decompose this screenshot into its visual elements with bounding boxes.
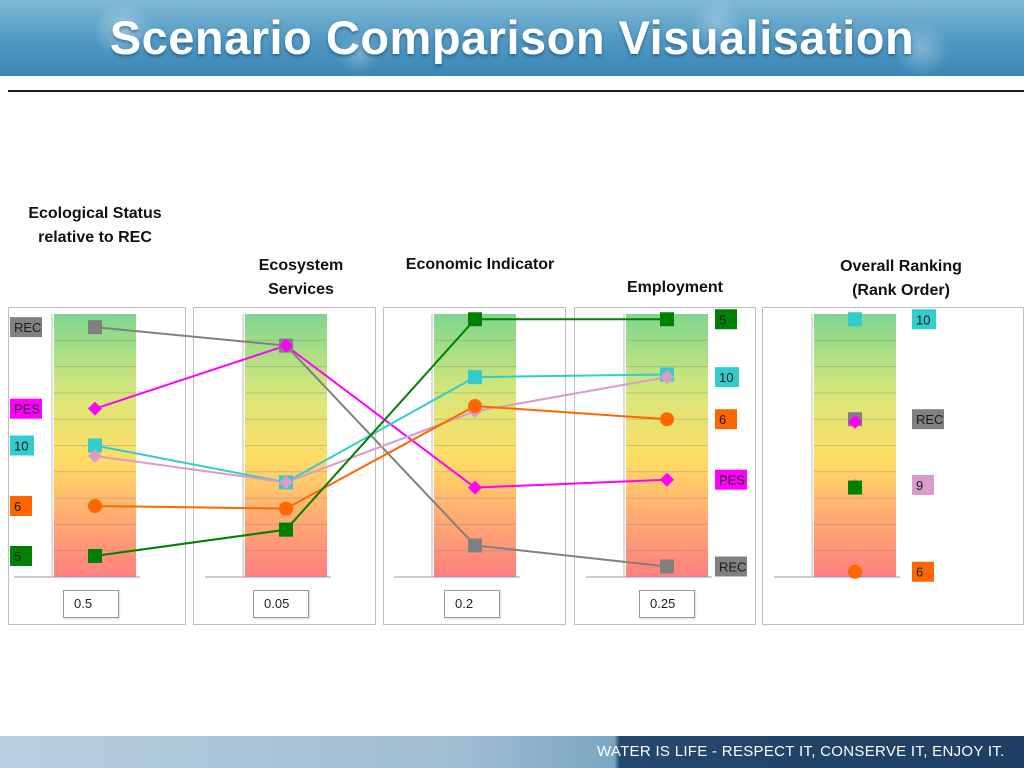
end-label: PES	[719, 473, 745, 488]
title-divider	[8, 90, 1024, 92]
marker-5	[88, 548, 102, 563]
end-label-bg	[715, 367, 739, 388]
left-label: PES	[14, 402, 40, 417]
ranking-label-bg	[912, 409, 944, 430]
marker-6	[468, 399, 482, 414]
end-label-bg	[715, 469, 747, 490]
marker-pes	[88, 401, 102, 416]
marker-10	[848, 312, 862, 327]
left-label: 6	[14, 499, 21, 514]
marker-rec	[88, 320, 102, 335]
marker-6	[88, 498, 102, 513]
marker-pes	[279, 338, 293, 353]
title-banner: Scenario Comparison Visualisation	[0, 0, 1024, 76]
marker-6	[660, 412, 674, 427]
column-heading: Employment	[626, 279, 723, 296]
series-line-pes	[94, 344, 668, 489]
left-label-bg	[10, 495, 32, 516]
end-label: 10	[719, 370, 733, 385]
ranking-label-bg	[912, 309, 936, 330]
marker-5	[279, 522, 293, 537]
marker-rec	[660, 559, 674, 574]
footer-slogan: WATER IS LIFE - RESPECT IT, CONSERVE IT,…	[597, 743, 1005, 760]
series-line-10	[94, 373, 668, 484]
ranking-label-bg	[912, 474, 934, 495]
left-label-bg	[10, 398, 42, 419]
ranking-label: 10	[916, 312, 930, 327]
left-label-bg	[10, 317, 42, 338]
column-heading: Ecological Status relative to REC	[28, 205, 162, 246]
left-label-bg	[10, 435, 34, 456]
ranking-label-bg	[912, 561, 934, 582]
gradient-bar	[626, 314, 708, 577]
end-label-bg	[715, 556, 747, 577]
weight-box: 0.2	[444, 590, 500, 618]
marker-pes	[660, 472, 674, 487]
marker-9	[660, 370, 674, 385]
end-label: 5	[719, 312, 726, 327]
marker-rec	[468, 538, 482, 553]
slide-title: Scenario Comparison Visualisation	[109, 11, 915, 64]
series-line-6	[94, 405, 668, 510]
ranking-label: REC	[916, 412, 943, 427]
end-label: 6	[719, 412, 726, 427]
left-label-bg	[10, 545, 32, 566]
marker-6	[279, 501, 293, 516]
marker-6	[848, 564, 862, 579]
marker-pes	[468, 480, 482, 495]
ranking-label: 9	[916, 478, 923, 493]
column-heading: Overall Ranking (Rank Order)	[840, 258, 962, 299]
footer-bar	[0, 736, 1024, 768]
gradient-bar	[814, 314, 896, 577]
weight-box: 0.5	[63, 590, 119, 618]
marker-5	[660, 312, 674, 327]
marker-10	[88, 438, 102, 453]
weight-box: 0.25	[639, 590, 695, 618]
weight-box: 0.05	[253, 590, 309, 618]
column-heading: Ecosystem Services	[258, 257, 344, 298]
left-label: 5	[14, 549, 21, 564]
left-label: REC	[14, 320, 41, 335]
marker-9	[88, 449, 102, 464]
end-label: REC	[719, 559, 746, 574]
series-line-rec	[94, 326, 668, 568]
marker-10	[468, 370, 482, 385]
marker-5	[848, 480, 862, 495]
ranking-label: 6	[916, 565, 923, 580]
left-label: 10	[14, 439, 28, 454]
series-line-5	[94, 318, 667, 557]
column-heading: Economic Indicator	[405, 256, 555, 273]
gradient-bar	[434, 314, 516, 577]
marker-5	[468, 312, 482, 327]
marker-pes	[848, 414, 862, 429]
end-label-bg	[715, 409, 737, 430]
end-label-bg	[715, 309, 737, 330]
marker-9	[279, 475, 293, 490]
series-line-9	[94, 376, 668, 484]
